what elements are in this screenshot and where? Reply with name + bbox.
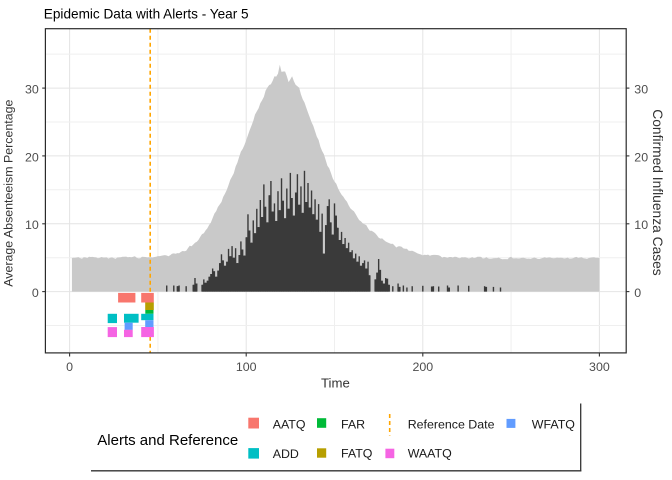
svg-text:Reference Date: Reference Date [408, 418, 495, 432]
svg-text:Time: Time [321, 375, 350, 390]
svg-text:300: 300 [589, 360, 610, 374]
svg-text:WAATQ: WAATQ [408, 447, 452, 461]
svg-text:Confirmed Influenza Cases: Confirmed Influenza Cases [650, 109, 665, 276]
svg-text:10: 10 [25, 218, 39, 232]
svg-text:WFATQ: WFATQ [532, 418, 575, 432]
svg-text:10: 10 [634, 218, 648, 232]
svg-text:Epidemic Data with Alerts - Ye: Epidemic Data with Alerts - Year 5 [44, 6, 249, 21]
svg-text:200: 200 [412, 360, 433, 374]
svg-text:30: 30 [634, 83, 648, 97]
svg-text:20: 20 [25, 150, 39, 164]
svg-text:Average Absenteeism Percentage: Average Absenteeism Percentage [2, 100, 16, 287]
svg-text:0: 0 [634, 286, 641, 300]
svg-text:Alerts and Reference: Alerts and Reference [97, 432, 238, 449]
svg-text:FAR: FAR [341, 418, 365, 432]
svg-text:30: 30 [25, 83, 39, 97]
svg-text:0: 0 [32, 286, 39, 300]
svg-text:20: 20 [634, 150, 648, 164]
svg-text:ADD: ADD [273, 447, 299, 461]
svg-text:FATQ: FATQ [341, 447, 373, 461]
svg-text:0: 0 [66, 360, 73, 374]
svg-text:100: 100 [236, 360, 257, 374]
svg-text:AATQ: AATQ [273, 418, 306, 432]
